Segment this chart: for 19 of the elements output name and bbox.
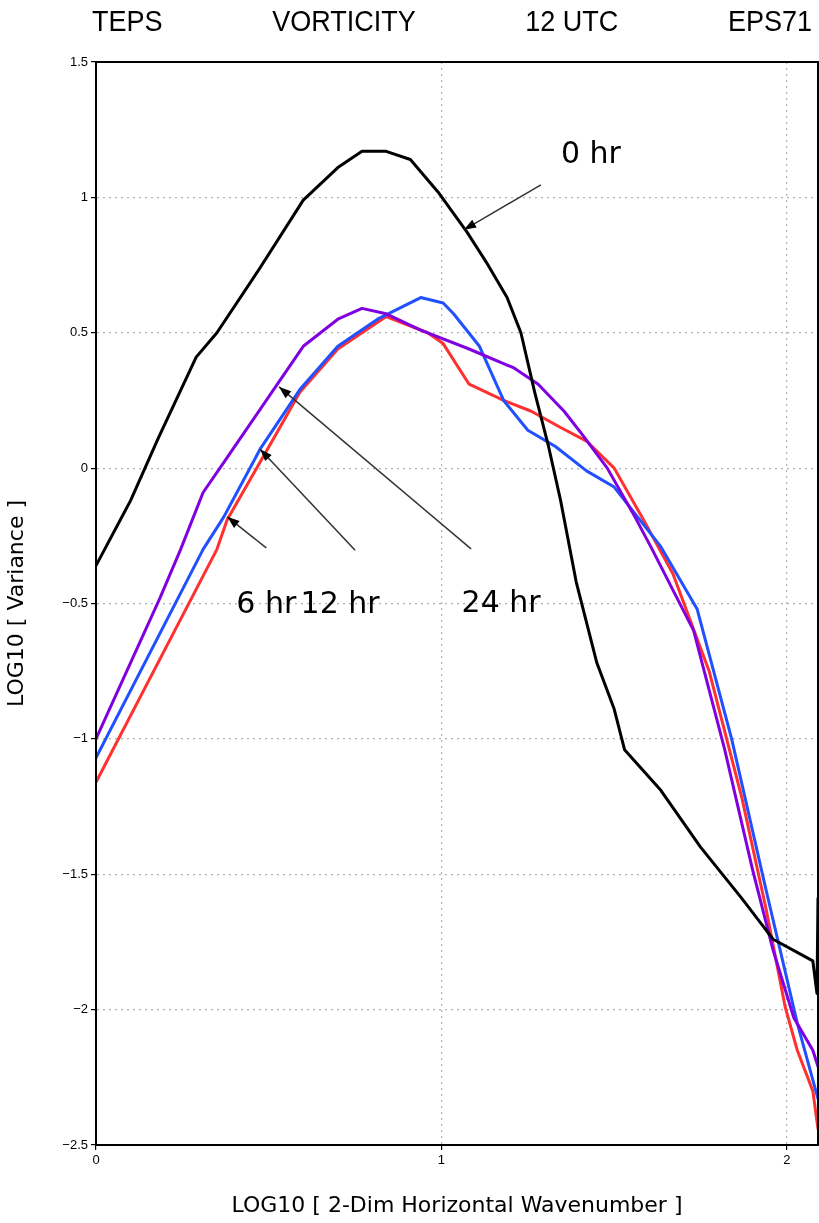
x-tick-label: 1	[437, 1152, 446, 1168]
annotation: 12 hr	[300, 584, 381, 620]
y-tick-label: 0	[80, 459, 88, 475]
y-tick-label: 1	[80, 188, 88, 204]
y-tick-label: −2.5	[62, 1136, 88, 1152]
y-tick-label: 1.5	[69, 53, 88, 69]
annotation: 0 hr	[560, 134, 622, 170]
chart-title: TEPS VORTICITY 12 UTC EPS71	[92, 4, 812, 37]
y-tick-label: −2	[73, 1001, 88, 1017]
y-tick-label: 0.5	[69, 324, 88, 340]
x-tick-label: 2	[783, 1152, 791, 1168]
annotation: 24 hr	[461, 583, 542, 619]
x-tick-label: 0	[92, 1152, 100, 1168]
x-axis-title: LOG10 [ 2-Dim Horizontal Wavenumber ]	[231, 1191, 683, 1217]
y-tick-label: −1.5	[62, 865, 88, 881]
annotation: 6 hr	[236, 584, 297, 620]
y-tick-label: −0.5	[62, 595, 88, 611]
y-tick-label: −1	[73, 730, 88, 746]
y-axis-title: LOG10 [ Variance ]	[2, 499, 28, 708]
